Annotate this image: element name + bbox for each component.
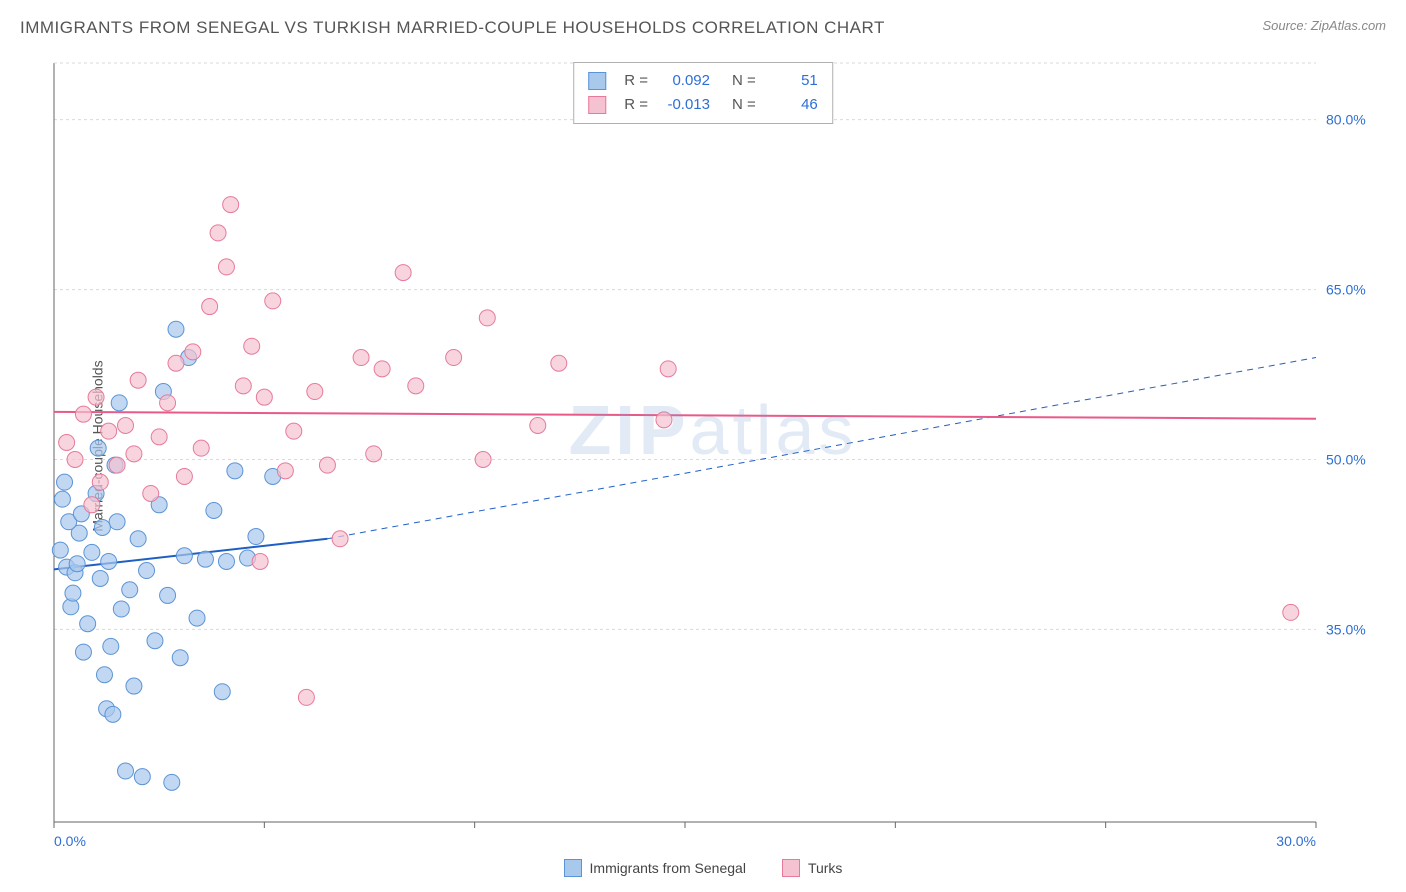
r-value: -0.013 [658, 93, 710, 117]
svg-text:80.0%: 80.0% [1326, 112, 1366, 128]
legend-swatch [782, 859, 800, 877]
n-label: N = [732, 69, 756, 93]
n-value: 46 [766, 93, 818, 117]
r-value: 0.092 [658, 69, 710, 93]
scatter-chart: 35.0% 50.0% 65.0% 80.0% 0.0% 30.0% [50, 55, 1376, 852]
n-label: N = [732, 93, 756, 117]
legend-item: Immigrants from Senegal [564, 859, 746, 877]
correlation-legend-row: R = 0.092 N = 51 [588, 69, 818, 93]
legend-swatch [588, 96, 606, 114]
svg-text:65.0%: 65.0% [1326, 282, 1366, 298]
chart-header: IMMIGRANTS FROM SENEGAL VS TURKISH MARRI… [20, 18, 1386, 48]
legend-swatch [588, 72, 606, 90]
svg-text:50.0%: 50.0% [1326, 451, 1366, 467]
svg-text:0.0%: 0.0% [54, 833, 86, 849]
n-value: 51 [766, 69, 818, 93]
r-label: R = [624, 93, 648, 117]
r-label: R = [624, 69, 648, 93]
legend-item: Turks [782, 859, 842, 877]
legend-swatch [564, 859, 582, 877]
legend-label: Immigrants from Senegal [590, 860, 746, 876]
correlation-legend: R = 0.092 N = 51 R = -0.013 N = 46 [573, 62, 833, 124]
series-legend: Immigrants from Senegal Turks [0, 859, 1406, 880]
legend-label: Turks [808, 860, 842, 876]
svg-text:35.0%: 35.0% [1326, 621, 1366, 637]
svg-text:30.0%: 30.0% [1276, 833, 1316, 849]
chart-title: IMMIGRANTS FROM SENEGAL VS TURKISH MARRI… [20, 18, 885, 37]
correlation-legend-row: R = -0.013 N = 46 [588, 93, 818, 117]
source-label: Source: ZipAtlas.com [1262, 18, 1386, 33]
chart-area: 35.0%50.0%65.0%80.0%0.0%30.0% ZIPatlas [50, 55, 1376, 852]
